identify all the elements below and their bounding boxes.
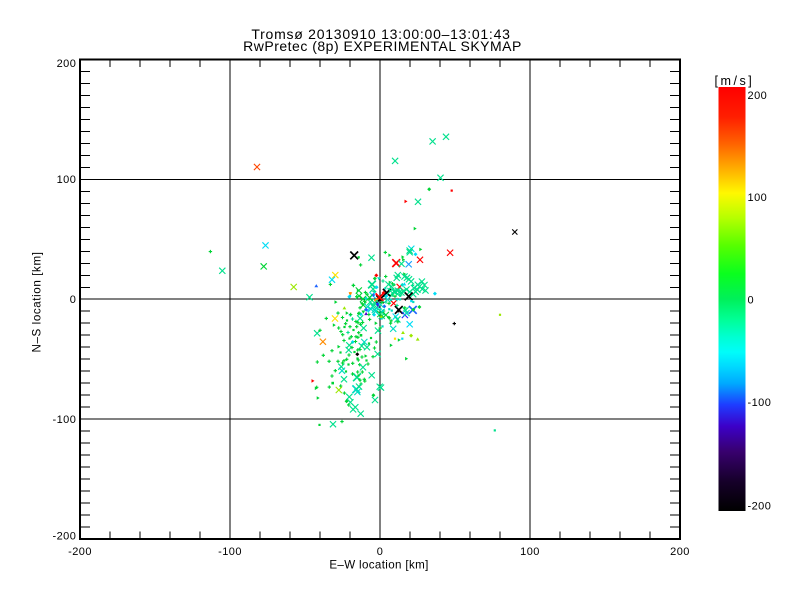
svg-text:100: 100 xyxy=(57,174,77,186)
svg-text:-200: -200 xyxy=(68,546,92,558)
svg-text:200: 200 xyxy=(57,58,77,70)
svg-text:0: 0 xyxy=(70,294,77,306)
svg-text:0: 0 xyxy=(377,546,384,558)
svg-text:E–W location [km]: E–W location [km] xyxy=(329,558,428,571)
svg-text:-100: -100 xyxy=(52,414,76,426)
svg-text:-200: -200 xyxy=(52,530,76,542)
svg-text:[m/s]: [m/s] xyxy=(715,74,755,88)
svg-text:0: 0 xyxy=(748,295,755,307)
svg-text:-100: -100 xyxy=(218,546,242,558)
svg-text:-200: -200 xyxy=(748,500,772,512)
svg-text:Tromsø 20130910 13:00:00–13:01: Tromsø 20130910 13:00:00–13:01:43 xyxy=(251,26,510,42)
svg-text:200: 200 xyxy=(670,546,690,558)
svg-text:-100: -100 xyxy=(748,397,772,409)
svg-text:100: 100 xyxy=(748,192,768,204)
svg-text:200: 200 xyxy=(748,90,768,102)
svg-text:N–S location [km]: N–S location [km] xyxy=(31,251,44,352)
svg-text:100: 100 xyxy=(520,546,540,558)
svg-text:RwPretec (8p) EXPERIMENTAL SKY: RwPretec (8p) EXPERIMENTAL SKYMAP xyxy=(243,38,522,54)
